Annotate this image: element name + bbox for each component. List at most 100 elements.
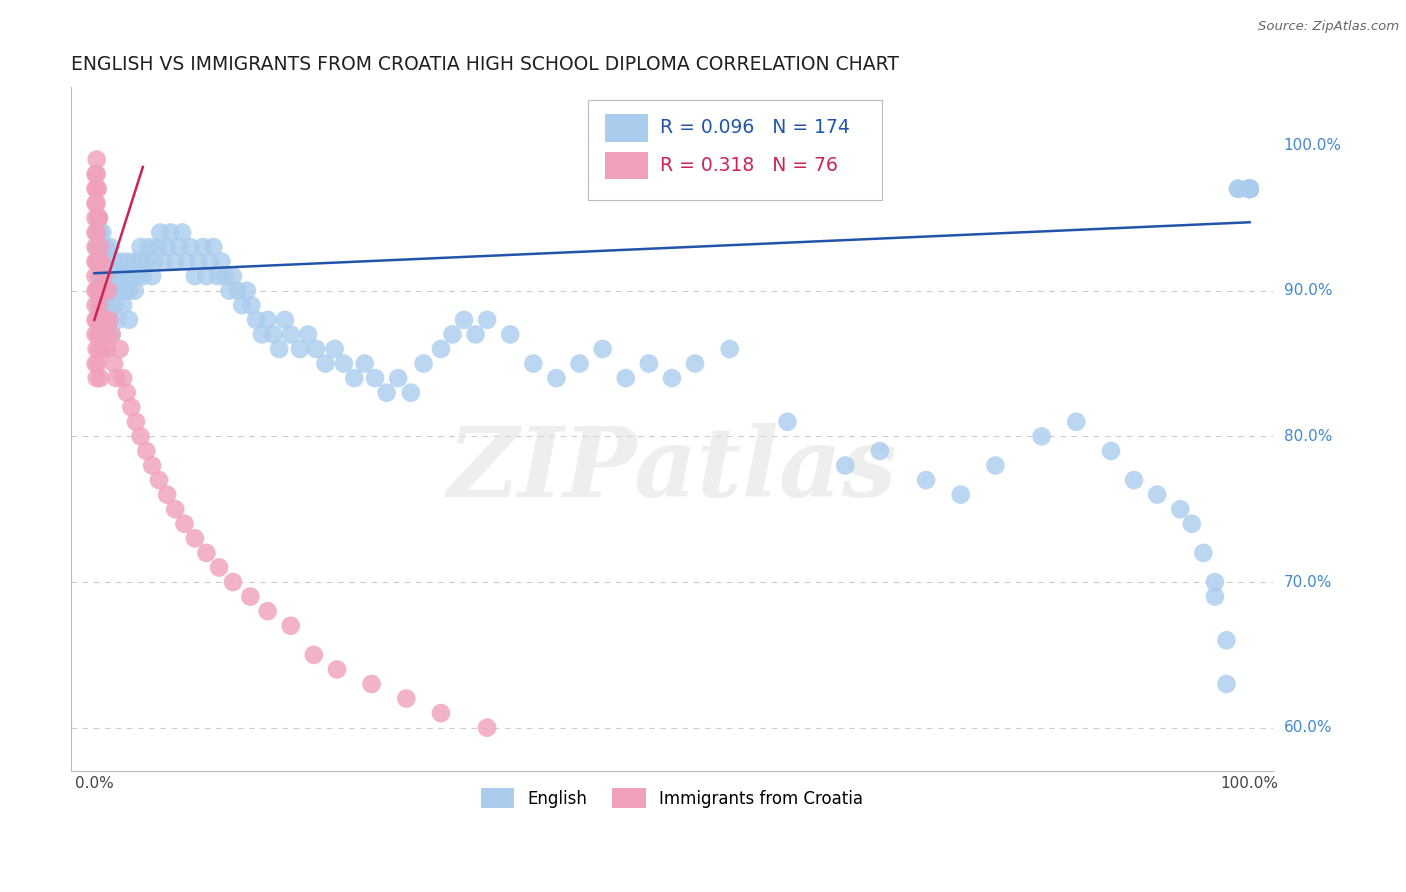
FancyBboxPatch shape (605, 152, 648, 179)
Point (84, 254, 107, 268)
Point (115, 385, 138, 400)
Point (97, 298, 120, 312)
Point (132, 269, 155, 284)
Point (84, 211, 107, 225)
Point (84, 269, 107, 284)
Point (1099, 444, 1122, 458)
Point (172, 226, 194, 240)
Point (1204, 590, 1226, 604)
Point (297, 327, 319, 342)
Point (93, 284, 115, 298)
Point (141, 458, 163, 473)
Point (395, 691, 418, 706)
Point (94, 240, 117, 254)
Point (776, 415, 799, 429)
Point (1168, 502, 1191, 516)
Point (89, 284, 111, 298)
Point (475, 721, 498, 735)
Point (1239, 182, 1261, 196)
Point (91, 313, 114, 327)
Point (90, 254, 112, 268)
Point (87, 211, 110, 225)
Text: 60.0%: 60.0% (1284, 720, 1333, 735)
Point (112, 269, 135, 284)
Point (475, 313, 498, 327)
Point (1215, 677, 1237, 691)
Point (86, 284, 108, 298)
Text: Source: ZipAtlas.com: Source: ZipAtlas.com (1258, 20, 1399, 33)
Point (269, 342, 291, 356)
Point (128, 254, 150, 268)
Point (1239, 182, 1261, 196)
Point (86, 196, 108, 211)
Point (93, 327, 115, 342)
Point (568, 357, 591, 371)
Point (94, 327, 117, 342)
Point (93, 313, 115, 327)
Point (86, 182, 108, 196)
Point (546, 371, 568, 385)
FancyBboxPatch shape (605, 114, 648, 142)
Point (195, 269, 218, 284)
Point (138, 240, 160, 254)
Point (305, 342, 328, 356)
Text: 100.0%: 100.0% (1284, 137, 1341, 153)
Point (93, 254, 115, 268)
Point (1239, 182, 1261, 196)
Point (93, 313, 115, 327)
Point (107, 284, 129, 298)
Point (262, 327, 284, 342)
Point (441, 327, 464, 342)
Point (156, 488, 179, 502)
Point (84, 196, 107, 211)
Point (226, 284, 249, 298)
Point (86, 254, 108, 268)
Point (399, 385, 422, 400)
Point (288, 342, 311, 356)
Point (86, 342, 108, 356)
Point (84, 167, 107, 181)
Point (1204, 575, 1226, 590)
Point (135, 254, 157, 268)
Point (149, 226, 172, 240)
Point (1215, 633, 1237, 648)
Point (1239, 182, 1261, 196)
Point (84, 226, 107, 240)
Point (167, 240, 190, 254)
Point (323, 342, 346, 356)
Point (453, 313, 475, 327)
Point (1239, 182, 1261, 196)
Point (1239, 182, 1261, 196)
Point (222, 575, 245, 590)
Point (360, 677, 382, 691)
Point (96, 342, 118, 356)
Point (89, 226, 111, 240)
Point (105, 371, 128, 385)
Point (98, 313, 121, 327)
Point (89, 240, 111, 254)
Point (430, 342, 453, 356)
Point (87, 357, 110, 371)
Point (94, 298, 117, 312)
Point (1239, 182, 1261, 196)
Point (86, 153, 108, 167)
Point (114, 284, 136, 298)
Point (231, 298, 253, 312)
Point (1064, 415, 1087, 429)
Point (87, 254, 110, 268)
Point (107, 313, 129, 327)
Point (1227, 182, 1250, 196)
Point (364, 371, 387, 385)
Text: ENGLISH VS IMMIGRANTS FROM CROATIA HIGH SCHOOL DIPLOMA CORRELATION CHART: ENGLISH VS IMMIGRANTS FROM CROATIA HIGH … (72, 55, 900, 74)
Point (1239, 182, 1261, 196)
Text: 90.0%: 90.0% (1284, 284, 1333, 298)
Point (184, 532, 207, 546)
Point (387, 371, 409, 385)
Point (156, 240, 179, 254)
Point (96, 284, 118, 298)
Point (236, 284, 259, 298)
Point (93, 269, 115, 284)
Point (91, 226, 114, 240)
Point (1181, 516, 1204, 531)
Point (1239, 182, 1261, 196)
